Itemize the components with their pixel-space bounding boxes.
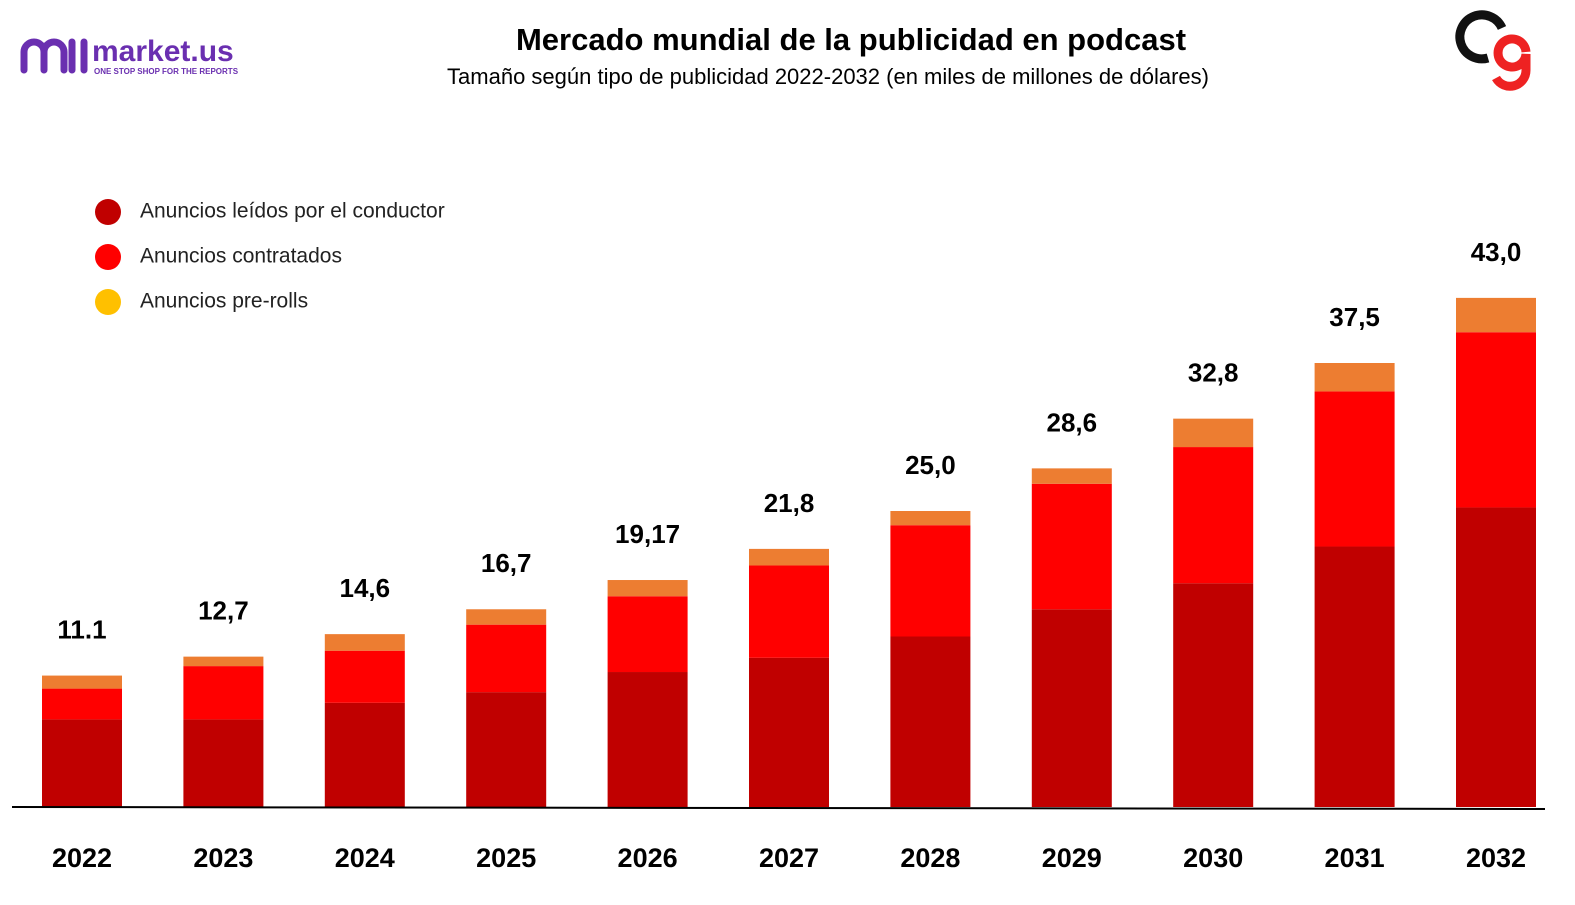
bar-segment [1031,609,1112,807]
x-tick-label: 2022 [52,843,112,873]
bar-segment [183,666,264,720]
x-tick-label: 2032 [1466,843,1526,873]
chart-title: Mercado mundial de la publicidad en podc… [516,22,1186,57]
baseline [11,806,1546,810]
bar-segment [890,525,971,637]
bar-segment [1456,332,1536,508]
bar-segment [1456,507,1536,807]
logo-icon [20,38,68,74]
total-label: 19,17 [615,519,680,549]
total-label: 25,0 [905,450,956,480]
brand-icon [1455,10,1531,91]
bar-segment [749,657,829,807]
bar-segment [749,548,829,566]
legend-label: Anuncios pre-rolls [140,290,308,313]
total-label: 28,6 [1046,407,1097,437]
total-label: 37,5 [1329,302,1380,332]
legend-marker [95,244,121,270]
legend-label: Anuncios contratados [140,245,342,268]
brand-shape [1492,34,1531,91]
bar-segment [42,688,122,720]
bar-segment [749,565,829,658]
x-tick-label: 2028 [900,843,960,873]
x-tick-label: 2026 [618,843,678,873]
total-label: 43,0 [1471,237,1522,267]
x-tick-label: 2030 [1183,843,1243,873]
bar-segment [42,719,122,807]
x-tick-label: 2029 [1042,843,1102,873]
total-label: 11.1 [57,614,106,644]
brand-shape [1455,10,1507,64]
bar-segment [183,656,264,667]
legend-marker [95,289,121,315]
chart-subtitle: Tamaño según tipo de publicidad 2022-203… [447,64,1209,89]
total-label: 21,8 [764,488,815,518]
bar-segment [324,634,405,651]
bar-segment [466,609,547,625]
bar-segment [466,692,547,807]
total-label: 32,8 [1188,358,1239,388]
x-tick-label: 2025 [476,843,536,873]
logo-icon [68,38,88,74]
bar-segment [1314,363,1395,392]
bar-segment [890,636,971,807]
bar-segment [1031,483,1112,610]
logo-name: market.us [92,35,234,68]
bar-segment [1031,468,1112,484]
total-label: 12,7 [198,596,249,626]
bar-segment [324,650,405,703]
logo-tagline: ONE STOP SHOP FOR THE REPORTS [94,67,239,76]
total-label: 14,6 [339,573,390,603]
bar-segment [1314,391,1395,547]
bar-segment [1173,418,1254,448]
x-tick-label: 2027 [759,843,819,873]
legend-label: Anuncios leídos por el conductor [140,200,445,223]
bar-segment [466,624,547,693]
logo: market.us ONE STOP SHOP FOR THE REPORTS [20,35,239,76]
bar-segment [42,675,122,689]
x-tick-label: 2023 [193,843,253,873]
legend-marker [95,199,121,225]
bar-segment [183,719,264,807]
bar-segment [1314,546,1395,807]
x-tick-label: 2024 [335,843,395,873]
bar-segment [1456,297,1536,333]
x-tick-label: 2031 [1325,843,1385,873]
bar-segment [1173,447,1254,584]
total-label: 16,7 [481,548,532,578]
bar-segment [1173,583,1254,807]
bar-segment [890,511,971,526]
bar-segment [607,580,688,597]
bar-segment [607,596,688,673]
bar-segment [324,702,405,807]
bar-segment [607,672,688,807]
